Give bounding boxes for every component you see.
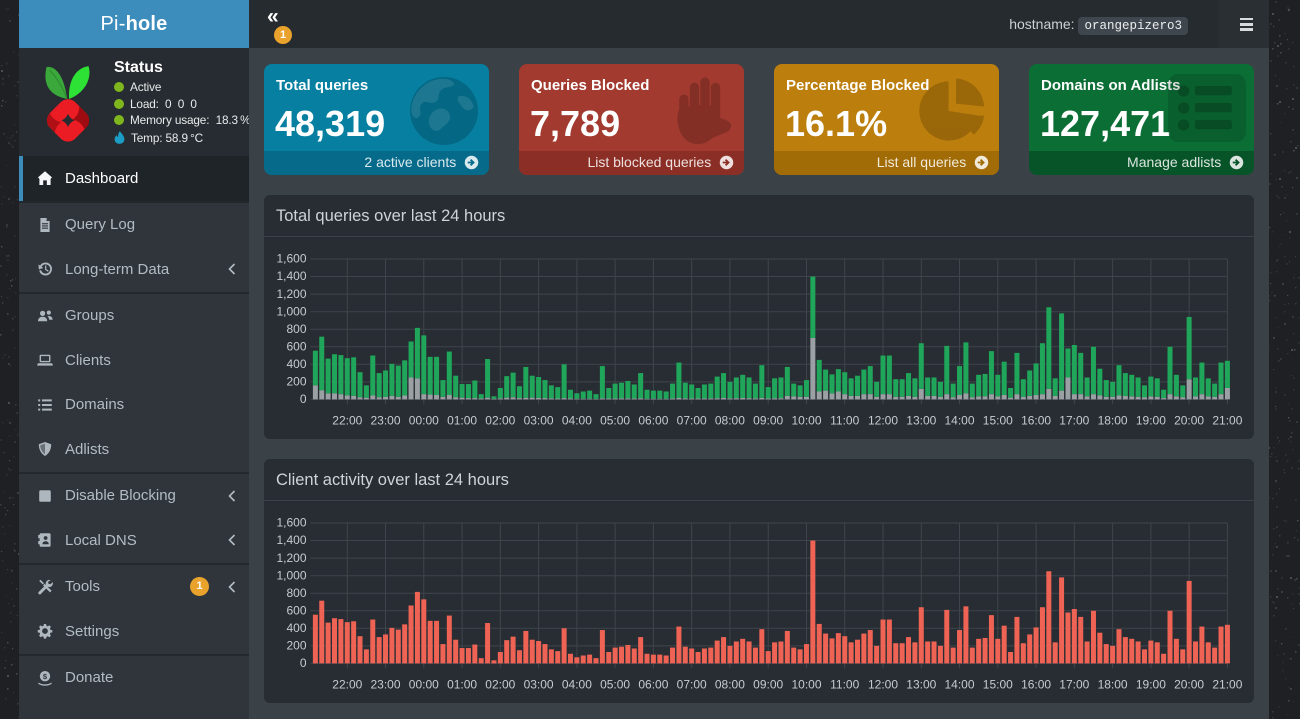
svg-text:04:00: 04:00 xyxy=(562,677,592,691)
svg-text:14:00: 14:00 xyxy=(944,413,974,427)
svg-text:400: 400 xyxy=(286,357,306,371)
svg-text:02:00: 02:00 xyxy=(485,677,515,691)
svg-text:05:00: 05:00 xyxy=(600,677,630,691)
svg-text:11:00: 11:00 xyxy=(830,413,859,427)
svg-text:00:00: 00:00 xyxy=(409,677,439,691)
svg-text:04:00: 04:00 xyxy=(562,413,592,427)
svg-text:22:00: 22:00 xyxy=(332,413,362,427)
svg-text:20:00: 20:00 xyxy=(1174,677,1204,691)
svg-text:1,600: 1,600 xyxy=(276,252,306,266)
svg-text:18:00: 18:00 xyxy=(1098,677,1128,691)
svg-text:17:00: 17:00 xyxy=(1059,413,1089,427)
svg-text:07:00: 07:00 xyxy=(677,413,707,427)
svg-text:1,400: 1,400 xyxy=(276,533,306,547)
svg-text:05:00: 05:00 xyxy=(600,413,630,427)
svg-text:19:00: 19:00 xyxy=(1136,677,1166,691)
svg-text:1,600: 1,600 xyxy=(276,516,306,530)
svg-text:07:00: 07:00 xyxy=(677,677,707,691)
svg-text:200: 200 xyxy=(286,639,306,653)
svg-text:$: $ xyxy=(43,672,48,681)
svg-text:16:00: 16:00 xyxy=(1021,413,1051,427)
svg-text:0: 0 xyxy=(300,392,307,406)
svg-text:03:00: 03:00 xyxy=(524,677,554,691)
svg-text:16:00: 16:00 xyxy=(1021,677,1051,691)
svg-text:13:00: 13:00 xyxy=(906,677,936,691)
svg-text:12:00: 12:00 xyxy=(868,413,898,427)
svg-text:15:00: 15:00 xyxy=(983,413,1013,427)
svg-text:10:00: 10:00 xyxy=(791,413,821,427)
svg-text:03:00: 03:00 xyxy=(524,413,554,427)
svg-text:09:00: 09:00 xyxy=(753,677,783,691)
svg-text:17:00: 17:00 xyxy=(1059,677,1089,691)
svg-text:800: 800 xyxy=(286,586,306,600)
svg-text:01:00: 01:00 xyxy=(447,677,477,691)
svg-text:22:00: 22:00 xyxy=(332,677,362,691)
svg-text:21:00: 21:00 xyxy=(1212,413,1242,427)
svg-text:06:00: 06:00 xyxy=(638,413,668,427)
svg-text:21:00: 21:00 xyxy=(1212,677,1242,691)
svg-text:0: 0 xyxy=(300,656,307,670)
svg-text:11:00: 11:00 xyxy=(830,677,859,691)
svg-text:15:00: 15:00 xyxy=(983,677,1013,691)
svg-text:1,200: 1,200 xyxy=(276,551,306,565)
svg-text:1,400: 1,400 xyxy=(276,269,306,283)
svg-text:23:00: 23:00 xyxy=(370,677,400,691)
svg-text:19:00: 19:00 xyxy=(1136,413,1166,427)
svg-text:800: 800 xyxy=(286,322,306,336)
svg-text:00:00: 00:00 xyxy=(409,413,439,427)
svg-text:400: 400 xyxy=(286,621,306,635)
svg-text:08:00: 08:00 xyxy=(715,413,745,427)
svg-text:20:00: 20:00 xyxy=(1174,413,1204,427)
svg-text:08:00: 08:00 xyxy=(715,677,745,691)
svg-text:1,000: 1,000 xyxy=(276,568,306,582)
svg-text:600: 600 xyxy=(286,340,306,354)
svg-text:1,000: 1,000 xyxy=(276,304,306,318)
svg-text:06:00: 06:00 xyxy=(638,677,668,691)
svg-text:600: 600 xyxy=(286,604,306,618)
svg-text:14:00: 14:00 xyxy=(944,677,974,691)
svg-text:23:00: 23:00 xyxy=(370,413,400,427)
svg-text:09:00: 09:00 xyxy=(753,413,783,427)
svg-text:1,200: 1,200 xyxy=(276,287,306,301)
svg-text:18:00: 18:00 xyxy=(1098,413,1128,427)
svg-text:200: 200 xyxy=(286,375,306,389)
svg-text:13:00: 13:00 xyxy=(906,413,936,427)
svg-text:02:00: 02:00 xyxy=(485,413,515,427)
svg-text:12:00: 12:00 xyxy=(868,677,898,691)
svg-text:01:00: 01:00 xyxy=(447,413,477,427)
svg-text:10:00: 10:00 xyxy=(791,677,821,691)
